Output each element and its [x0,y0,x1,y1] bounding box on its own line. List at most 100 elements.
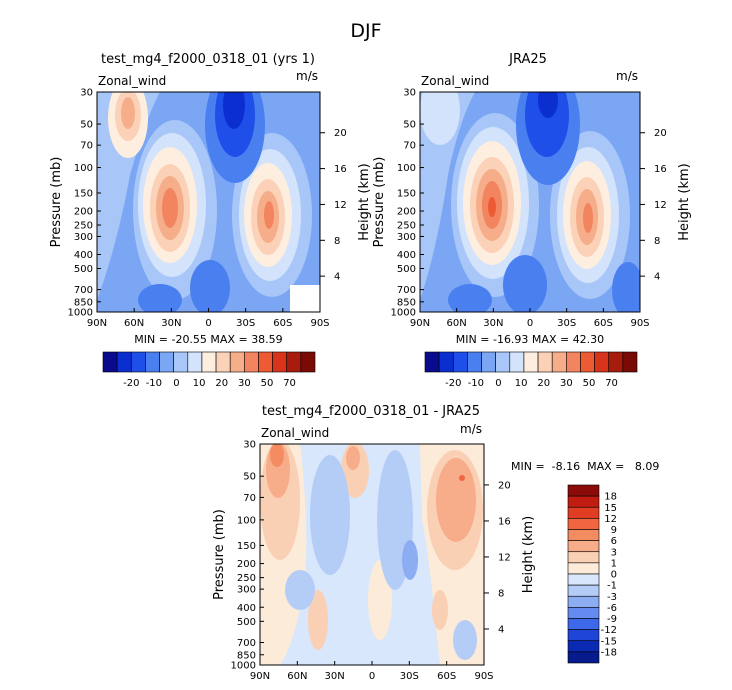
panel-difference-ytick-label: 150 [237,541,256,552]
panel-model-stats: MIN = -20.55 MAX = 38.59 [134,333,282,346]
colorbar-model-swatch [215,351,231,373]
colorbar-difference-swatch [567,529,600,541]
panel-reanalysis-ytick-label: 500 [397,264,416,275]
panel-reanalysis-stats: MIN = -16.93 MAX = 42.30 [456,333,604,346]
colorbar-model-swatch [300,351,316,373]
colorbar-reanalysis-swatch [438,351,454,373]
colorbar-reanalysis-swatch [481,351,496,373]
panel-reanalysis-ytick-label: 50 [403,120,416,131]
panel-reanalysis-ytick-label: 70 [403,141,416,152]
colorbar-reanalysis-swatch [509,351,525,373]
panel-difference-stats: MIN = -8.16 MAX = 8.09 [511,460,659,473]
colorbar-difference-label: -1 [607,581,617,592]
panel-model-ytick-label: 300 [74,232,93,243]
colorbar-difference-swatch [567,551,600,564]
panel-reanalysis-height-tick-label: 8 [654,236,660,247]
panel-model-height-tick-label: 20 [334,128,347,139]
panel-model-pressure-label: Pressure (mb) [49,157,64,248]
colorbar-reanalysis-swatch [424,351,440,373]
colorbar-model-swatch [159,351,174,373]
panel-reanalysis-xtick-label: 30S [557,318,576,329]
colorbar-reanalysis-label: 50 [583,378,596,389]
panel-difference-height-tick-label: 4 [498,624,504,635]
panel-reanalysis-contours [420,92,640,312]
panel-model-contours [97,92,320,312]
panel-model-ytick-label: 500 [74,264,93,275]
colorbar-difference-label: 6 [611,536,617,547]
colorbar-reanalysis-swatch [622,351,638,373]
panel-model-height-label: Height (km) [357,163,372,240]
colorbar-reanalysis-swatch [566,351,581,373]
panel-reanalysis-ytick-label: 30 [403,88,416,99]
panel-difference-xtick-label: 90S [474,671,493,682]
colorbar-difference-swatch [567,607,600,619]
panel-reanalysis-ytick-label: 100 [397,163,416,174]
panel-difference-ytick-label: 850 [237,650,256,661]
colorbar-difference-swatch [567,484,600,497]
colorbar-model-label: 20 [215,378,228,389]
colorbar-reanalysis-swatch [551,351,567,373]
panel-difference-height-tick-label: 20 [498,480,511,491]
panel-model-height-tick-label: 16 [334,164,347,175]
panel-model-ytick-label: 400 [74,250,93,261]
colorbar-difference-swatch [567,651,600,664]
panel-reanalysis-units: m/s [616,69,638,83]
panel-reanalysis-xtick-label: 0 [527,318,533,329]
panel-reanalysis-ytick-label: 1000 [391,308,416,319]
colorbar-reanalysis-swatch [452,351,468,373]
colorbar-difference-swatch [567,562,600,575]
panel-model-ytick-label: 200 [74,207,93,218]
panel-model-height-tick-label: 12 [334,200,347,211]
colorbar-model-swatch [116,351,132,373]
colorbar-difference-label: 3 [611,547,617,558]
panel-difference-ytick-label: 200 [237,559,256,570]
panel-model-xtick-label: 90N [87,318,107,329]
panel-difference-pressure-label: Pressure (mb) [212,509,227,600]
panel-difference-ytick-label: 500 [237,617,256,628]
panel-difference-contours [260,444,484,665]
panel-difference-ytick-label: 50 [243,472,256,483]
panel-reanalysis-xtick-label: 90S [630,318,649,329]
panel-model-ytick-label: 100 [74,163,93,174]
colorbar-difference-label: 1 [611,558,617,569]
panel-reanalysis-xtick-label: 60N [447,318,467,329]
panel-difference: test_mg4_f2000_0318_01 - JRA25 Zonal_win… [259,404,659,666]
panel-difference-xtick-label: 30S [400,671,419,682]
colorbar-model-swatch [229,351,245,373]
colorbar-model-swatch [173,351,189,373]
panel-reanalysis-ytick-label: 300 [397,232,416,243]
panel-difference-height-label: Height (km) [521,516,536,593]
figure-title: DJF [350,20,381,42]
panel-difference-ytick-label: 1000 [231,661,256,672]
colorbar-model-label: -10 [146,378,162,389]
panel-reanalysis-height-tick-label: 12 [654,200,667,211]
panel-difference-ytick-label: 300 [237,585,256,596]
panel-model-ytick-label: 30 [80,88,93,99]
colorbar-reanalysis-swatch [495,351,511,373]
panel-model-xtick-label: 60N [124,318,144,329]
panel-model-xtick-label: 90S [310,318,329,329]
panel-model: test_mg4_f2000_0318_01 (yrs 1) Zonal_win… [96,52,321,313]
panel-reanalysis-ytick-label: 150 [397,188,416,199]
colorbar-model-swatch [201,351,217,373]
colorbar-model-swatch [258,351,273,373]
panel-difference-title: test_mg4_f2000_0318_01 - JRA25 [262,404,480,419]
colorbar-difference-label: -3 [607,592,617,603]
panel-model-xtick-label: 60S [273,318,292,329]
colorbar-difference-swatch [567,618,600,630]
colorbar-model-swatch [286,351,302,373]
colorbar-difference-label: 0 [611,570,617,581]
panel-difference-ytick-label: 400 [237,603,256,614]
panel-difference-ytick-label: 30 [243,440,256,451]
panel-model-ytick-label: 150 [74,188,93,199]
colorbar-difference-label: -15 [601,636,617,647]
colorbar-model-label: 0 [173,378,179,389]
colorbar-difference-swatch [567,540,600,553]
colorbar-model-label: -20 [123,378,139,389]
panel-difference-ytick-label: 70 [243,493,256,504]
panel-difference-xtick-label: 30N [325,671,345,682]
colorbar-difference-swatch [567,584,600,597]
panel-reanalysis-ytick-label: 200 [397,207,416,218]
panel-model-ytick-label: 70 [80,141,93,152]
panel-reanalysis-field-label: Zonal_wind [421,74,489,88]
